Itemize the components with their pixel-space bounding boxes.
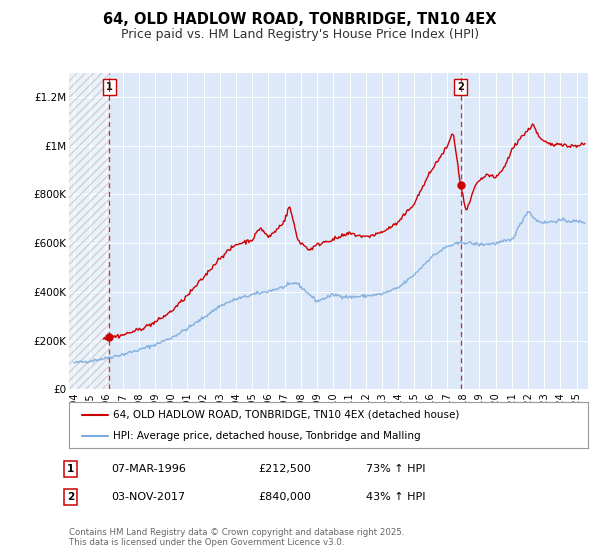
Text: 73% ↑ HPI: 73% ↑ HPI bbox=[366, 464, 425, 474]
Text: 2: 2 bbox=[457, 82, 464, 92]
Text: 2: 2 bbox=[67, 492, 74, 502]
Text: £840,000: £840,000 bbox=[258, 492, 311, 502]
Text: HPI: Average price, detached house, Tonbridge and Malling: HPI: Average price, detached house, Tonb… bbox=[113, 431, 421, 441]
Text: 1: 1 bbox=[67, 464, 74, 474]
Text: 43% ↑ HPI: 43% ↑ HPI bbox=[366, 492, 425, 502]
Text: £212,500: £212,500 bbox=[258, 464, 311, 474]
Text: Price paid vs. HM Land Registry's House Price Index (HPI): Price paid vs. HM Land Registry's House … bbox=[121, 28, 479, 41]
Text: 64, OLD HADLOW ROAD, TONBRIDGE, TN10 4EX: 64, OLD HADLOW ROAD, TONBRIDGE, TN10 4EX bbox=[103, 12, 497, 27]
Bar bbox=[69, 73, 109, 389]
Text: 07-MAR-1996: 07-MAR-1996 bbox=[111, 464, 186, 474]
Text: 03-NOV-2017: 03-NOV-2017 bbox=[111, 492, 185, 502]
Text: 1: 1 bbox=[106, 82, 113, 92]
Text: Contains HM Land Registry data © Crown copyright and database right 2025.
This d: Contains HM Land Registry data © Crown c… bbox=[69, 528, 404, 547]
Text: 64, OLD HADLOW ROAD, TONBRIDGE, TN10 4EX (detached house): 64, OLD HADLOW ROAD, TONBRIDGE, TN10 4EX… bbox=[113, 410, 460, 420]
